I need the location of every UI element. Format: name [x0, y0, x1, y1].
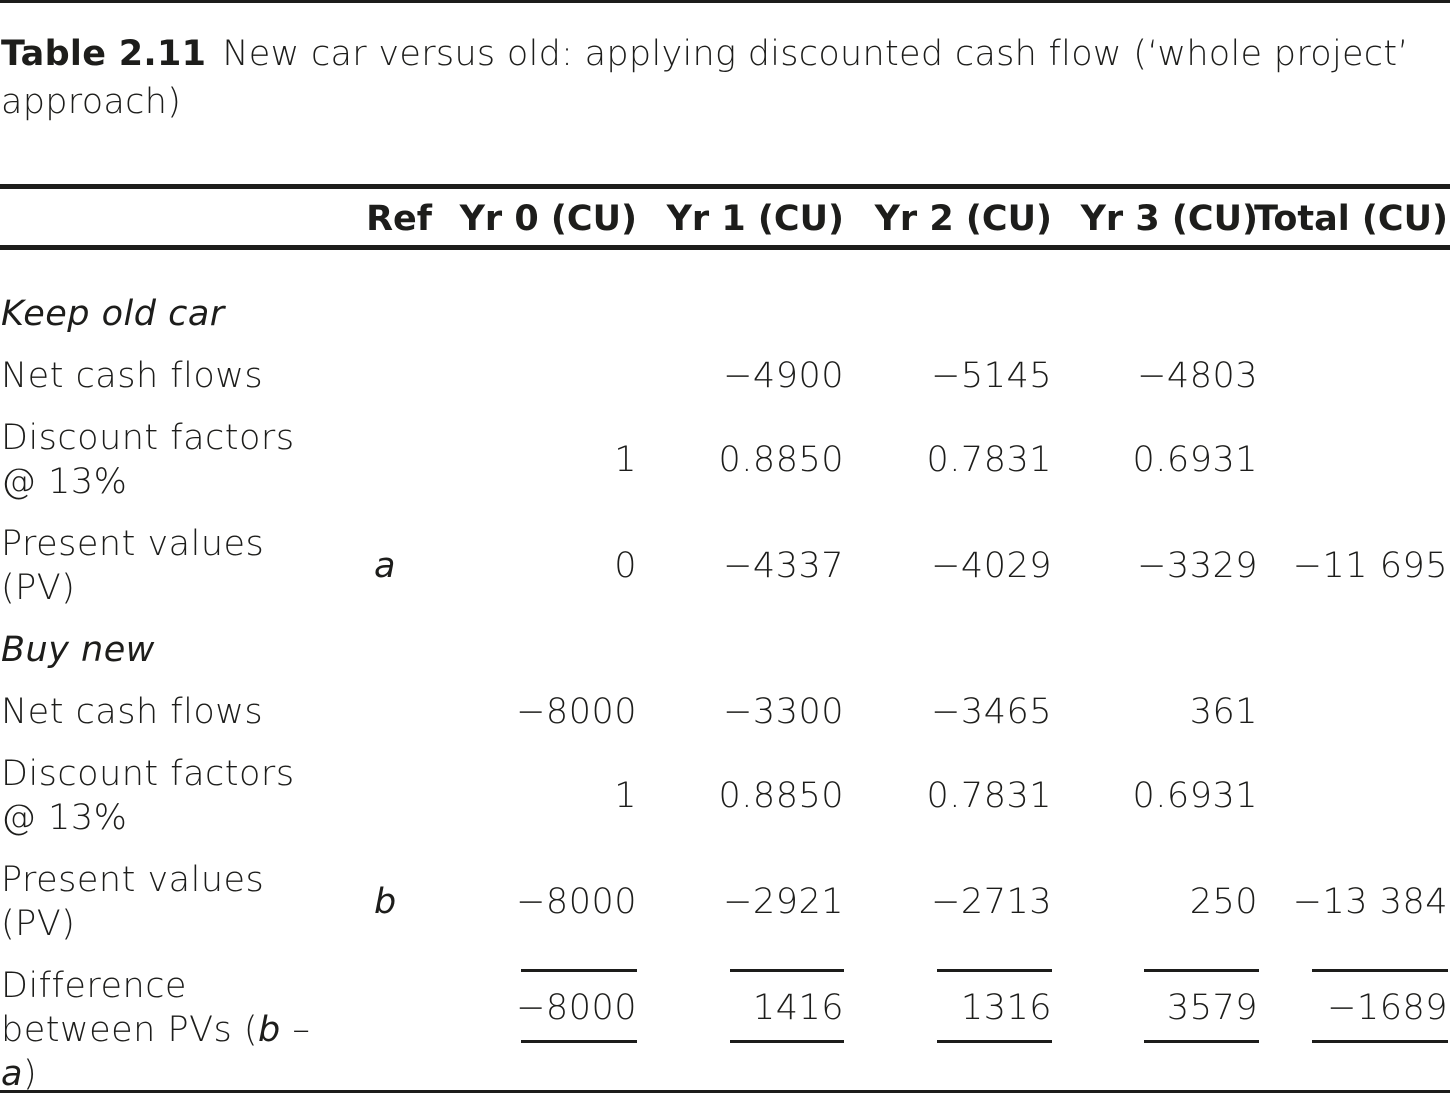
cell-yr2: 1316: [960, 988, 1052, 1028]
difference-rule-bottom-yr3: [1144, 1040, 1259, 1043]
difference-rule-bottom-total: [1312, 1040, 1448, 1043]
header-top-rule: [0, 184, 1450, 189]
cell-yr3: −4803: [1137, 356, 1258, 396]
cell-yr2: −5145: [931, 356, 1052, 396]
cell-yr3: 361: [1189, 692, 1258, 732]
difference-rule-bottom-yr0: [521, 1040, 637, 1043]
top-border: [0, 0, 1450, 3]
cell-yr3: 250: [1189, 882, 1258, 922]
cell-yr3: 3579: [1166, 988, 1258, 1028]
cell-yr1: −4900: [723, 356, 844, 396]
section-title-buy-new: Buy new: [1, 630, 155, 670]
difference-rule-top-total: [1312, 969, 1448, 972]
difference-label: Difference between PVs (b – a): [1, 964, 331, 1096]
cell-yr3: 0.6931: [1132, 776, 1258, 816]
row-label: Net cash flows: [1, 692, 264, 732]
header-yr2: Yr 2 (CU): [874, 199, 1052, 239]
cell-yr3: −3329: [1137, 546, 1258, 586]
cell-yr3: 0.6931: [1132, 440, 1258, 480]
row-label: Discount factors @ 13%: [1, 418, 295, 502]
cell-yr0: 1: [614, 440, 637, 480]
difference-label-b: b: [258, 1010, 281, 1050]
row-label: Discount factors @ 13%: [1, 754, 295, 838]
header-yr3: Yr 3 (CU): [1080, 199, 1258, 239]
cell-ref: b: [374, 882, 397, 922]
difference-label-close: ): [22, 1054, 38, 1094]
cell-yr2: −3465: [931, 692, 1052, 732]
cell-yr2: 0.7831: [926, 776, 1052, 816]
header-total: Total (CU): [1254, 199, 1448, 239]
difference-label-a: a: [1, 1054, 23, 1094]
cell-total: −13 384: [1292, 882, 1448, 922]
difference-rule-top-yr0: [521, 969, 637, 972]
table-caption: Table 2.11 New car versus old: applying d…: [1, 30, 1441, 126]
cell-yr2: 0.7831: [926, 440, 1052, 480]
cell-yr1: 1416: [752, 988, 844, 1028]
difference-rule-bottom-yr1: [730, 1040, 844, 1043]
row-label: Net cash flows: [1, 356, 264, 396]
cell-yr1: −3300: [723, 692, 844, 732]
header-yr0: Yr 0 (CU): [459, 199, 637, 239]
cell-yr0: 1: [614, 776, 637, 816]
cell-yr1: −2921: [723, 882, 844, 922]
header-bottom-rule: [0, 245, 1450, 250]
row-label: Present values (PV): [1, 860, 265, 944]
cell-yr0: −8000: [516, 692, 637, 732]
difference-rule-top-yr3: [1144, 969, 1259, 972]
table-title: New car versus old: applying discounted …: [1, 34, 1409, 122]
section-title-keep-old-car: Keep old car: [1, 294, 225, 334]
cell-yr2: −2713: [931, 882, 1052, 922]
cell-yr0: 0: [614, 546, 637, 586]
cell-yr2: −4029: [931, 546, 1052, 586]
header-yr1: Yr 1 (CU): [666, 199, 844, 239]
bottom-border: [0, 1090, 1450, 1093]
row-label: Present values (PV): [1, 524, 265, 608]
cell-yr1: −4337: [723, 546, 844, 586]
difference-label-main: Difference: [1, 966, 187, 1006]
cell-total: −1689: [1327, 988, 1448, 1028]
difference-rule-bottom-yr2: [937, 1040, 1052, 1043]
difference-label-dash: –: [280, 1010, 311, 1050]
cell-ref: a: [374, 546, 396, 586]
table-number: Table 2.11: [1, 34, 207, 74]
cell-yr1: 0.8850: [718, 440, 844, 480]
difference-rule-top-yr1: [730, 969, 844, 972]
difference-label-prefix: between PVs (: [1, 1010, 259, 1050]
cell-yr0: −8000: [516, 988, 637, 1028]
cell-yr0: −8000: [516, 882, 637, 922]
cell-yr1: 0.8850: [718, 776, 844, 816]
difference-rule-top-yr2: [937, 969, 1052, 972]
cell-total: −11 695: [1292, 546, 1448, 586]
header-ref: Ref: [366, 199, 432, 239]
